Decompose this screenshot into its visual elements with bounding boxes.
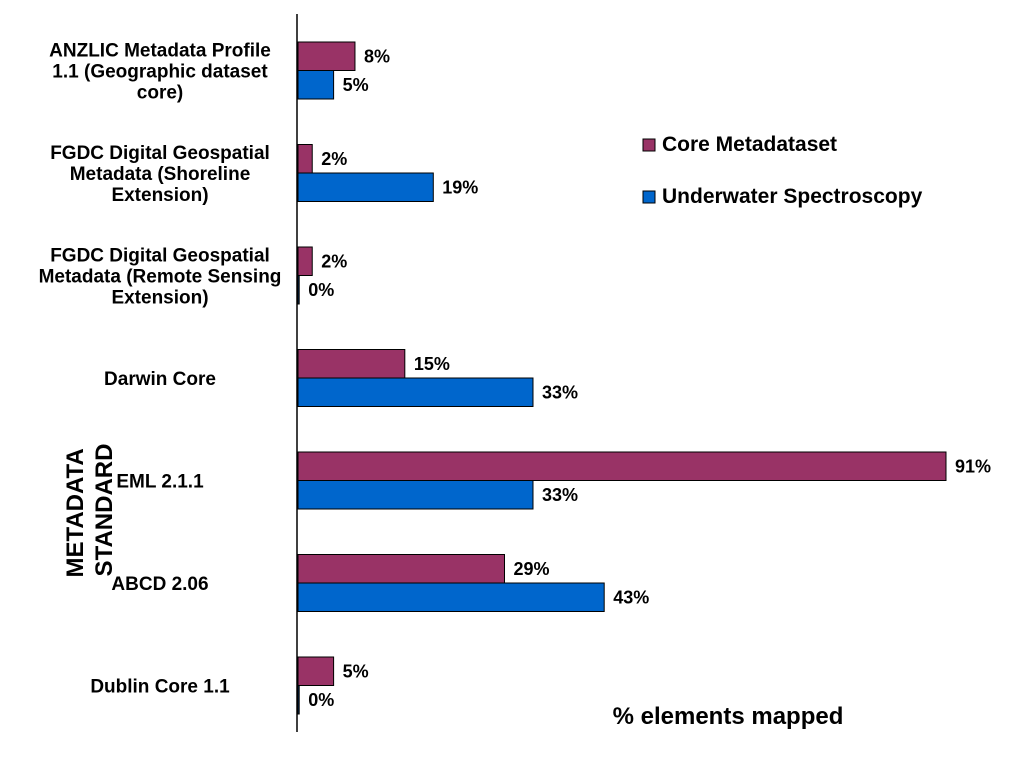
bar-underwater-2: [297, 275, 300, 305]
category-label-3: Darwin Core: [104, 369, 216, 390]
x-axis-title: % elements mapped: [613, 703, 844, 730]
legend: Core Metadataset Underwater Spectroscopy: [642, 133, 923, 208]
bar-underwater-5: [297, 582, 605, 612]
bar-core-4: [297, 451, 947, 481]
category-label-1: FGDC Digital Geospatial Metadata (Shoreli…: [50, 143, 270, 206]
category-label-0: ANZLIC Metadata Profile 1.1 (Geographic d…: [49, 41, 271, 104]
value-label-core-5: 29%: [514, 559, 550, 579]
bar-core-1: [297, 144, 313, 174]
value-label-core-3: 15%: [414, 354, 450, 374]
value-label-underwater-3: 33%: [542, 382, 578, 402]
bar-underwater-3: [297, 377, 534, 407]
bar-core-6: [297, 656, 335, 686]
y-axis-title: METADATA STANDARD: [62, 442, 118, 577]
value-label-underwater-5: 43%: [613, 587, 649, 607]
value-label-core-0: 8%: [364, 46, 390, 66]
bar-core-0: [297, 41, 356, 71]
value-label-underwater-6: 0%: [308, 690, 334, 710]
bar-core-2: [297, 246, 313, 276]
legend-swatch-underwater: [642, 190, 656, 204]
bar-core-5: [297, 554, 506, 584]
y-axis-title-line-1: METADATA: [62, 449, 89, 578]
legend-swatch-core: [642, 138, 656, 152]
legend-label-core: Core Metadataset: [662, 133, 837, 156]
value-label-underwater-2: 0%: [308, 280, 334, 300]
category-label-5: ABCD 2.06: [111, 574, 208, 595]
bar-underwater-1: [297, 172, 434, 202]
value-label-core-4: 91%: [955, 456, 991, 476]
value-label-underwater-4: 33%: [542, 485, 578, 505]
category-label-6: Dublin Core 1.1: [90, 677, 230, 698]
value-label-underwater-0: 5%: [343, 75, 369, 95]
bar-underwater-6: [297, 685, 300, 715]
value-label-underwater-1: 19%: [442, 177, 478, 197]
category-labels-group: ANZLIC Metadata Profile 1.1 (Geographic d…: [39, 41, 282, 698]
bars-group: [297, 41, 947, 715]
bar-underwater-0: [297, 70, 335, 100]
bar-core-3: [297, 349, 406, 379]
value-labels-group: 8% 5% 2% 19% 2% 0% 15% 33% 91% 33% 29% 43% 5% 0%: [308, 46, 991, 710]
category-label-2: FGDC Digital Geospatial Metadata (Remote …: [39, 246, 282, 309]
legend-label-underwater: Underwater Spectroscopy: [662, 185, 923, 208]
value-label-core-6: 5%: [343, 661, 369, 681]
category-label-4: EML 2.1.1: [116, 472, 204, 493]
value-label-core-2: 2%: [321, 251, 347, 271]
y-axis-title-line-2: STANDARD: [91, 444, 118, 577]
value-label-core-1: 2%: [321, 149, 347, 169]
bar-underwater-4: [297, 480, 534, 510]
